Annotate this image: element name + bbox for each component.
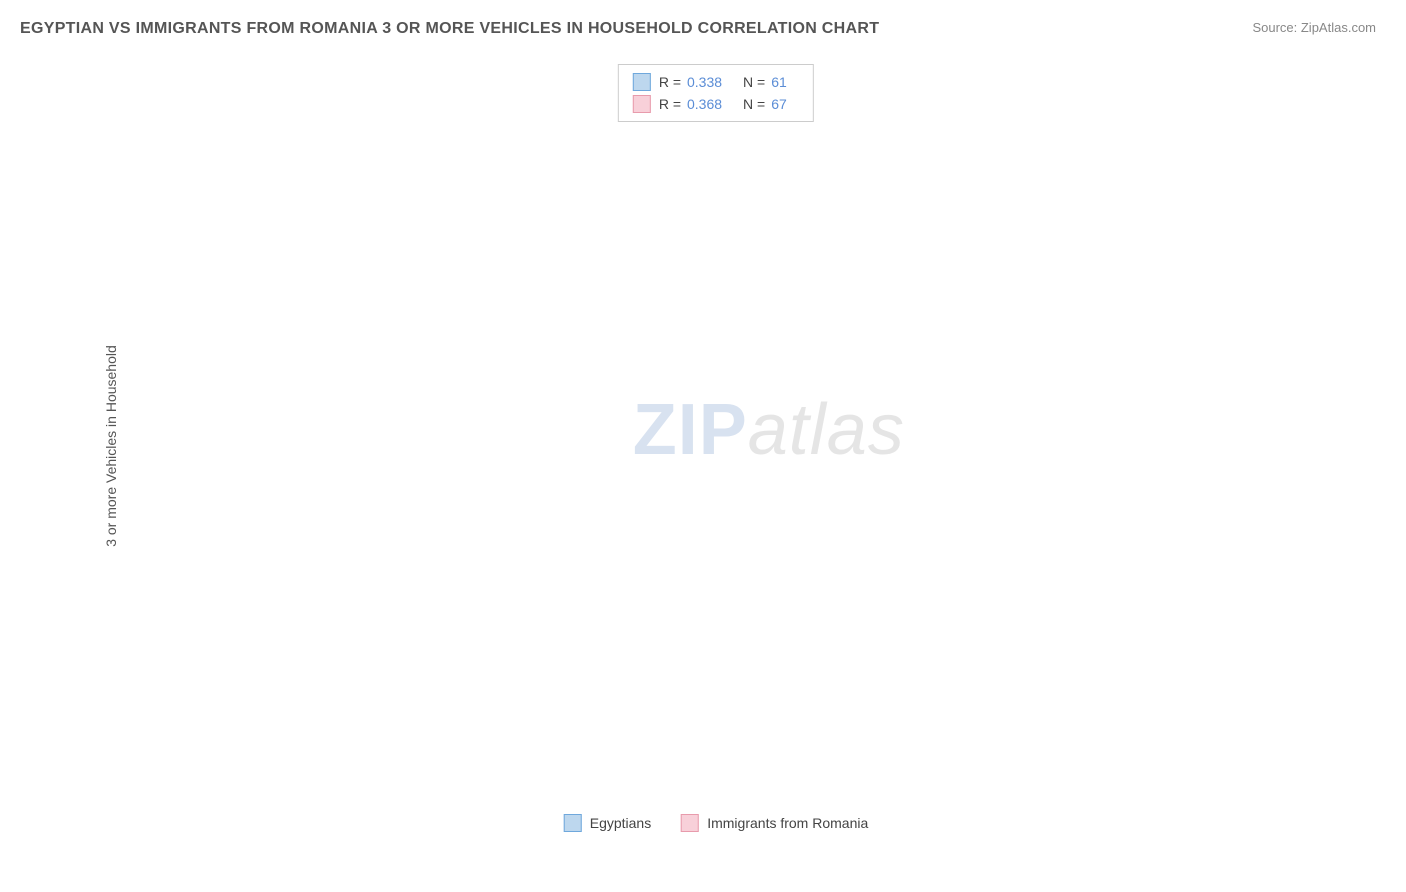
legend-row-egyptians: R = 0.338 N = 61 bbox=[633, 71, 799, 93]
chart-title: EGYPTIAN VS IMMIGRANTS FROM ROMANIA 3 OR… bbox=[20, 20, 879, 38]
legend-label-egyptians: Egyptians bbox=[590, 815, 651, 831]
legend-series: Egyptians Immigrants from Romania bbox=[558, 812, 875, 834]
legend-item-romania: Immigrants from Romania bbox=[681, 814, 868, 832]
legend-row-romania: R = 0.368 N = 67 bbox=[633, 93, 799, 115]
chart-container: ZIPatlas R = 0.338 N = 61 R = 0.368 N = … bbox=[56, 56, 1376, 836]
n-value-romania: 67 bbox=[771, 96, 799, 112]
legend-label-romania: Immigrants from Romania bbox=[707, 815, 868, 831]
n-prefix: N = bbox=[743, 96, 765, 112]
scatter-plot bbox=[56, 56, 1376, 836]
r-prefix: R = bbox=[659, 74, 681, 90]
swatch-icon bbox=[633, 95, 651, 113]
n-prefix: N = bbox=[743, 74, 765, 90]
r-value-romania: 0.368 bbox=[687, 96, 737, 112]
swatch-icon bbox=[564, 814, 582, 832]
r-value-egyptians: 0.338 bbox=[687, 74, 737, 90]
r-prefix: R = bbox=[659, 96, 681, 112]
legend-item-egyptians: Egyptians bbox=[564, 814, 651, 832]
n-value-egyptians: 61 bbox=[771, 74, 799, 90]
legend-correlation: R = 0.338 N = 61 R = 0.368 N = 67 bbox=[618, 64, 814, 122]
swatch-icon bbox=[681, 814, 699, 832]
source-attribution: Source: ZipAtlas.com bbox=[1252, 20, 1376, 35]
swatch-icon bbox=[633, 73, 651, 91]
